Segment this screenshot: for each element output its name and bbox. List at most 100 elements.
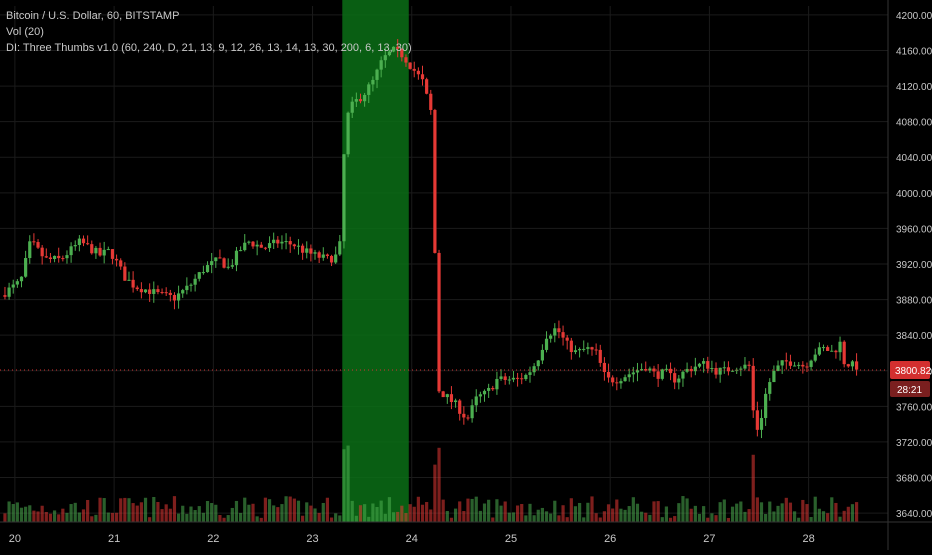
candle-body[interactable] xyxy=(532,366,536,373)
candle-body[interactable] xyxy=(598,349,602,363)
candle-body[interactable] xyxy=(185,285,189,291)
candle-body[interactable] xyxy=(462,413,466,418)
candle-body[interactable] xyxy=(640,369,644,371)
candle-body[interactable] xyxy=(321,254,325,258)
candle-body[interactable] xyxy=(499,376,503,379)
candle-body[interactable] xyxy=(350,101,354,113)
last-price-tag[interactable] xyxy=(890,361,930,380)
symbol-title[interactable]: Bitcoin / U.S. Dollar, 60, BITSTAMP xyxy=(6,10,180,22)
candle-body[interactable] xyxy=(801,364,805,367)
candle-body[interactable] xyxy=(168,292,172,295)
candle-body[interactable] xyxy=(474,396,478,406)
candle-body[interactable] xyxy=(81,238,86,244)
candle-body[interactable] xyxy=(739,368,743,370)
candle-body[interactable] xyxy=(677,378,681,383)
candle-body[interactable] xyxy=(619,381,623,384)
candle-body[interactable] xyxy=(358,99,363,102)
candle-body[interactable] xyxy=(445,394,449,398)
candle-body[interactable] xyxy=(354,99,358,102)
candle-body[interactable] xyxy=(379,60,383,70)
candle-body[interactable] xyxy=(412,68,416,71)
candle-body[interactable] xyxy=(15,281,19,285)
candle-body[interactable] xyxy=(36,242,40,248)
candle-body[interactable] xyxy=(656,371,660,379)
candle-body[interactable] xyxy=(57,255,61,259)
candle-body[interactable] xyxy=(284,241,288,243)
candle-body[interactable] xyxy=(838,341,842,353)
candle-body[interactable] xyxy=(152,289,156,294)
candle-body[interactable] xyxy=(764,393,768,418)
candle-body[interactable] xyxy=(52,255,57,260)
candle-body[interactable] xyxy=(482,390,487,395)
candle-body[interactable] xyxy=(40,247,44,257)
candle-body[interactable] xyxy=(234,250,239,266)
candle-body[interactable] xyxy=(172,294,177,301)
candle-body[interactable] xyxy=(135,287,139,290)
candle-body[interactable] xyxy=(193,278,197,285)
candle-body[interactable] xyxy=(830,350,834,352)
candle-body[interactable] xyxy=(805,366,809,368)
candle-body[interactable] xyxy=(528,372,532,375)
candle-body[interactable] xyxy=(218,257,222,259)
candle-body[interactable] xyxy=(487,387,491,391)
candle-body[interactable] xyxy=(48,257,53,260)
candle-body[interactable] xyxy=(387,51,392,56)
candle-body[interactable] xyxy=(400,48,404,58)
candle-body[interactable] xyxy=(623,377,627,382)
candle-body[interactable] xyxy=(706,361,710,369)
candle-body[interactable] xyxy=(668,368,673,374)
candle-body[interactable] xyxy=(334,254,338,263)
candle-body[interactable] xyxy=(86,243,90,245)
candle-body[interactable] xyxy=(32,241,36,243)
candle-body[interactable] xyxy=(689,368,693,372)
candle-body[interactable] xyxy=(449,394,454,403)
candle-body[interactable] xyxy=(189,284,193,286)
candle-body[interactable] xyxy=(123,266,127,281)
candle-body[interactable] xyxy=(826,347,830,351)
candle-body[interactable] xyxy=(259,244,263,248)
candle-body[interactable] xyxy=(24,258,28,277)
candle-body[interactable] xyxy=(19,276,24,282)
candle-body[interactable] xyxy=(478,394,482,397)
candle-body[interactable] xyxy=(44,256,48,258)
candle-body[interactable] xyxy=(693,366,697,372)
candle-body[interactable] xyxy=(288,241,292,245)
candle-body[interactable] xyxy=(7,287,11,297)
candle-body[interactable] xyxy=(342,154,346,242)
three-thumbs-indicator-label[interactable]: DI: Three Thumbs v1.0 (60, 240, D, 21, 1… xyxy=(6,42,412,54)
candle-body[interactable] xyxy=(230,265,234,267)
candle-body[interactable] xyxy=(160,292,164,294)
candle-body[interactable] xyxy=(391,46,396,52)
candle-body[interactable] xyxy=(251,241,255,247)
candle-body[interactable] xyxy=(660,369,664,379)
candle-body[interactable] xyxy=(90,244,94,254)
candle-body[interactable] xyxy=(602,362,607,372)
candle-body[interactable] xyxy=(325,254,330,256)
candle-body[interactable] xyxy=(759,417,764,430)
candle-body[interactable] xyxy=(743,364,747,369)
candle-body[interactable] xyxy=(305,248,309,253)
candle-body[interactable] xyxy=(210,261,214,266)
candle-body[interactable] xyxy=(239,250,243,252)
candle-body[interactable] xyxy=(416,70,420,75)
candle-body[interactable] xyxy=(846,364,850,367)
candle-body[interactable] xyxy=(582,348,586,350)
candle-body[interactable] xyxy=(776,365,780,371)
candle-body[interactable] xyxy=(792,365,797,367)
candle-body[interactable] xyxy=(69,246,73,256)
candle-body[interactable] xyxy=(631,372,635,375)
candle-body[interactable] xyxy=(214,257,218,262)
candle-body[interactable] xyxy=(371,79,375,85)
candle-body[interactable] xyxy=(247,241,251,243)
candle-body[interactable] xyxy=(65,255,69,259)
candle-body[interactable] xyxy=(813,354,817,361)
candle-body[interactable] xyxy=(797,364,801,366)
volume-indicator-label[interactable]: Vol (20) xyxy=(6,26,44,38)
candle-body[interactable] xyxy=(458,400,462,414)
candle-body[interactable] xyxy=(367,84,371,95)
candle-body[interactable] xyxy=(156,289,160,293)
candle-body[interactable] xyxy=(276,239,280,244)
candle-body[interactable] xyxy=(573,350,578,353)
candle-body[interactable] xyxy=(549,335,553,339)
